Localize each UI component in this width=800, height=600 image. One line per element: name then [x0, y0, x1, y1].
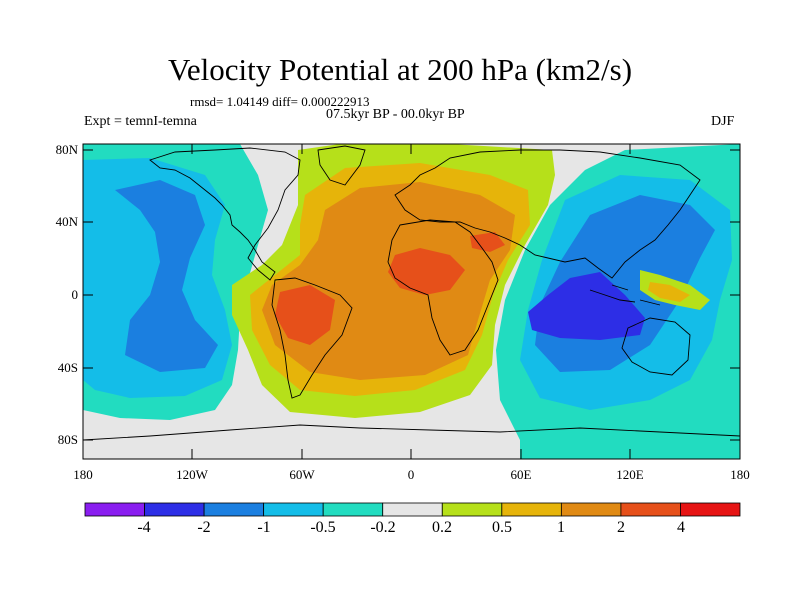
- colorbar-label: -4: [137, 519, 151, 536]
- coastline-north-america: [149, 147, 301, 281]
- lon-label-180w: 180: [73, 467, 93, 482]
- contour-pos-darkorange-samerica: [275, 285, 335, 345]
- colorbar-box: [263, 502, 324, 517]
- coastline-australia: [621, 317, 691, 376]
- contour-neg-blue-west: [115, 180, 218, 372]
- coastline-africa: [387, 219, 499, 356]
- coastline-south-america: [271, 277, 353, 399]
- axis-ticks: [82, 144, 741, 459]
- experiment-label: Expt = temnI-temna: [84, 114, 197, 129]
- colorbar-box: [560, 502, 622, 517]
- colorbar-label: 0.2: [432, 519, 452, 536]
- colorbar-label: -0.2: [370, 519, 396, 536]
- colorbar-label: 1: [557, 519, 565, 536]
- coastline-eurasia: [394, 149, 701, 279]
- coastlines: [83, 145, 740, 441]
- colorbar-box: [84, 502, 145, 517]
- contour-neg-darkblue-east: [528, 272, 645, 340]
- lat-label-80s: 80S: [57, 432, 78, 447]
- lat-label-40n: 40N: [55, 214, 78, 229]
- lon-label-180e: 180: [730, 467, 750, 482]
- rmsd-diff-stats: rmsd= 1.04149 diff= 0.000222913: [190, 94, 370, 109]
- colorbar-label: -1: [257, 519, 271, 536]
- colorbar-box: [144, 502, 205, 517]
- colorbar-label: 4: [677, 519, 685, 536]
- lon-label-60e: 60E: [510, 467, 532, 482]
- coastline-indonesia: [589, 284, 661, 306]
- contour-pos-darkorange-africa: [388, 248, 465, 295]
- colorbar-label: 0.5: [492, 519, 512, 536]
- season-label: DJF: [711, 114, 735, 129]
- contour-pos-yellow-westpac: [648, 282, 690, 302]
- colorbar-label: -2: [197, 519, 211, 536]
- colorbar-box: [620, 502, 681, 517]
- lat-label-40s: 40S: [57, 360, 78, 375]
- lat-label-80n: 80N: [55, 142, 78, 157]
- colorbar-box: [382, 502, 443, 517]
- colorbar-box: [501, 502, 562, 517]
- lon-label-120w: 120W: [176, 467, 208, 482]
- contour-pos-darkorange-arabia: [470, 232, 505, 252]
- colorbar-label: -0.5: [310, 519, 336, 536]
- coastline-greenland: [317, 145, 366, 186]
- colorbar: [84, 502, 741, 517]
- lon-label-0: 0: [407, 467, 415, 482]
- contour-field: [83, 144, 740, 459]
- lon-label-60w: 60W: [289, 467, 315, 482]
- lon-label-120e: 120E: [616, 467, 644, 482]
- colorbar-box: [441, 502, 503, 517]
- colorbar-box: [203, 502, 265, 517]
- lat-label-0: 0: [71, 287, 79, 302]
- colorbar-label: 2: [617, 519, 625, 536]
- map-title: Velocity Potential at 200 hPa (km2/s): [167, 52, 633, 87]
- colorbar-box: [322, 502, 384, 517]
- colorbar-box: [680, 502, 741, 517]
- coastline-antarctica: [83, 424, 740, 441]
- period-label: 07.5kyr BP - 00.0kyr BP: [326, 107, 465, 122]
